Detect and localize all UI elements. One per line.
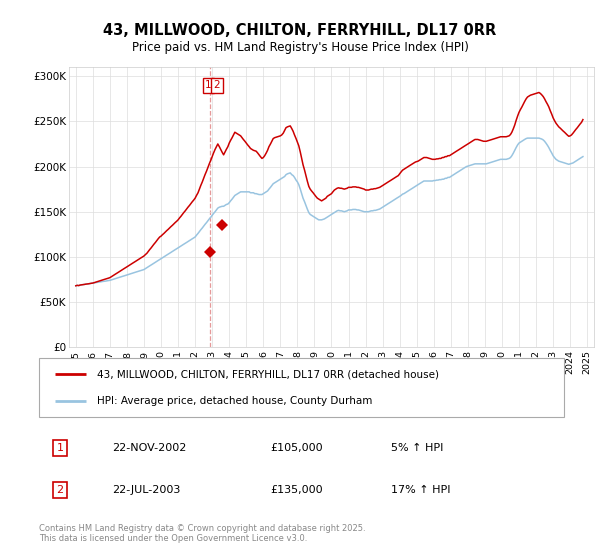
Text: 2: 2: [214, 80, 220, 90]
Text: 5% ↑ HPI: 5% ↑ HPI: [391, 443, 443, 452]
Text: Price paid vs. HM Land Registry's House Price Index (HPI): Price paid vs. HM Land Registry's House …: [131, 41, 469, 54]
Text: Contains HM Land Registry data © Crown copyright and database right 2025.
This d: Contains HM Land Registry data © Crown c…: [39, 524, 365, 543]
Text: £105,000: £105,000: [270, 443, 323, 452]
Text: 2: 2: [56, 486, 64, 495]
Text: £135,000: £135,000: [270, 486, 323, 495]
Text: 1: 1: [205, 80, 212, 90]
Text: 17% ↑ HPI: 17% ↑ HPI: [391, 486, 450, 495]
Text: HPI: Average price, detached house, County Durham: HPI: Average price, detached house, Coun…: [97, 396, 372, 407]
Text: 22-NOV-2002: 22-NOV-2002: [113, 443, 187, 452]
Text: 43, MILLWOOD, CHILTON, FERRYHILL, DL17 0RR: 43, MILLWOOD, CHILTON, FERRYHILL, DL17 0…: [103, 24, 497, 38]
Text: 1: 1: [56, 443, 64, 452]
Text: 22-JUL-2003: 22-JUL-2003: [113, 486, 181, 495]
Text: 43, MILLWOOD, CHILTON, FERRYHILL, DL17 0RR (detached house): 43, MILLWOOD, CHILTON, FERRYHILL, DL17 0…: [97, 369, 439, 379]
FancyBboxPatch shape: [39, 358, 564, 417]
